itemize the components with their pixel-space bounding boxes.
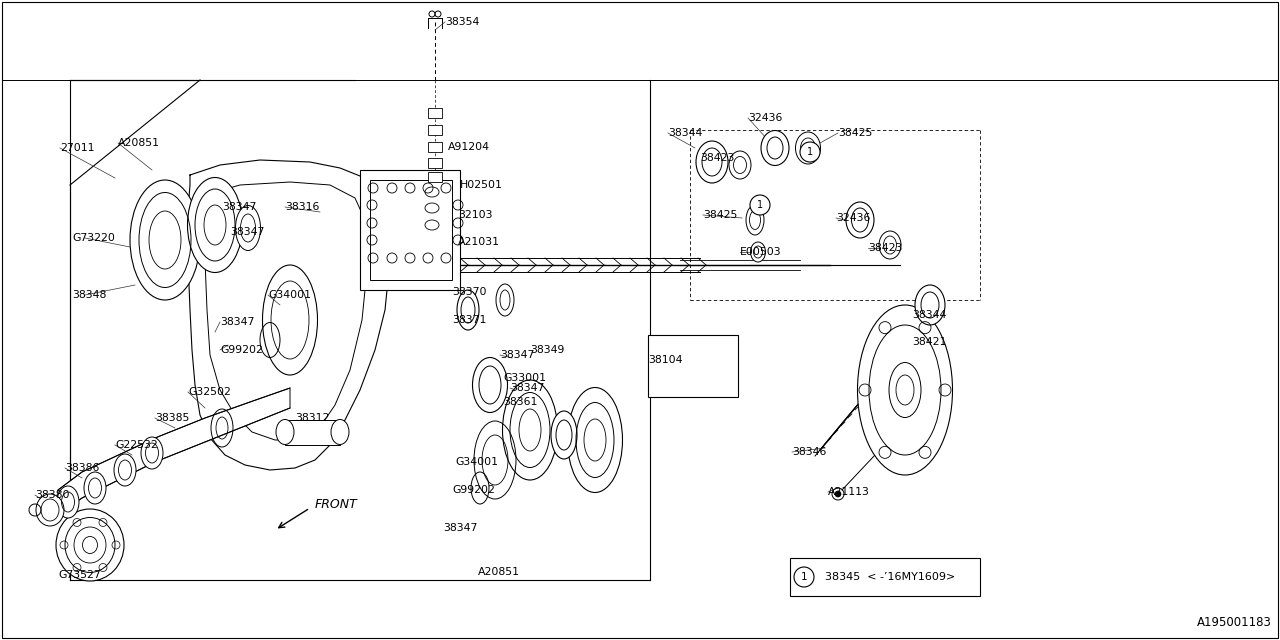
Ellipse shape (472, 358, 507, 413)
Text: 38421: 38421 (911, 337, 946, 347)
Text: H02501: H02501 (460, 180, 503, 190)
Text: 1: 1 (806, 147, 813, 157)
Text: 32103: 32103 (458, 210, 493, 220)
Text: 27011: 27011 (60, 143, 95, 153)
Text: A21031: A21031 (458, 237, 500, 247)
Ellipse shape (750, 242, 765, 262)
Ellipse shape (114, 454, 136, 486)
Text: 1: 1 (801, 572, 808, 582)
Ellipse shape (730, 151, 751, 179)
Ellipse shape (503, 380, 558, 480)
Text: 1: 1 (756, 200, 763, 210)
Text: 38344: 38344 (911, 310, 946, 320)
Bar (428, 142, 442, 152)
Text: 32436: 32436 (748, 113, 782, 123)
Bar (428, 172, 442, 182)
Ellipse shape (425, 203, 439, 213)
Text: 38386: 38386 (65, 463, 100, 473)
Circle shape (794, 567, 814, 587)
Ellipse shape (236, 205, 261, 250)
Circle shape (800, 142, 820, 162)
Text: 38423: 38423 (700, 153, 735, 163)
Bar (428, 158, 442, 168)
Ellipse shape (82, 536, 97, 554)
Bar (360, 170, 460, 290)
Text: 38346: 38346 (792, 447, 827, 457)
Text: G33001: G33001 (503, 373, 547, 383)
Text: 38425: 38425 (838, 128, 873, 138)
Bar (648, 335, 739, 397)
Text: G73220: G73220 (72, 233, 115, 243)
Ellipse shape (746, 205, 764, 235)
Text: 38347: 38347 (500, 350, 534, 360)
Text: 38354: 38354 (445, 17, 480, 27)
Text: 38347: 38347 (221, 202, 256, 212)
Bar (790, 558, 980, 596)
Ellipse shape (141, 437, 163, 469)
Ellipse shape (762, 131, 788, 166)
Text: 38347: 38347 (443, 523, 477, 533)
Text: G99202: G99202 (220, 345, 262, 355)
Ellipse shape (36, 494, 64, 526)
Ellipse shape (187, 177, 242, 273)
Ellipse shape (131, 180, 200, 300)
Ellipse shape (56, 509, 124, 581)
Text: 38348: 38348 (72, 290, 106, 300)
Text: G22532: G22532 (115, 440, 157, 450)
Text: 38347: 38347 (509, 383, 544, 393)
Ellipse shape (425, 187, 439, 197)
Text: E00503: E00503 (740, 247, 782, 257)
Bar (428, 125, 442, 135)
Text: A20851: A20851 (477, 567, 520, 577)
Text: 38371: 38371 (452, 315, 486, 325)
Ellipse shape (879, 231, 901, 259)
Text: G73527: G73527 (58, 570, 101, 580)
Text: 38104: 38104 (648, 355, 682, 365)
Text: G99202: G99202 (452, 485, 495, 495)
Text: 38370: 38370 (452, 287, 486, 297)
Text: A20851: A20851 (118, 138, 160, 148)
Text: FRONT: FRONT (315, 497, 357, 511)
Ellipse shape (332, 419, 349, 445)
Text: G32502: G32502 (188, 387, 230, 397)
Text: 38361: 38361 (503, 397, 538, 407)
Text: 38380: 38380 (35, 490, 69, 500)
Text: 38344: 38344 (668, 128, 703, 138)
Text: G34001: G34001 (454, 457, 498, 467)
Bar (370, 180, 452, 280)
Text: 38423: 38423 (868, 243, 902, 253)
Ellipse shape (550, 411, 577, 459)
Text: 38347: 38347 (220, 317, 255, 327)
Text: 32436: 32436 (836, 213, 870, 223)
Ellipse shape (858, 305, 952, 475)
Ellipse shape (846, 202, 874, 238)
Ellipse shape (696, 141, 728, 183)
Ellipse shape (276, 419, 294, 445)
Ellipse shape (795, 132, 820, 164)
Text: 38349: 38349 (530, 345, 564, 355)
Text: 38345  < -’16MY1609>: 38345 < -’16MY1609> (826, 572, 955, 582)
Text: 38347: 38347 (230, 227, 265, 237)
Polygon shape (58, 388, 291, 515)
Text: A195001183: A195001183 (1197, 616, 1272, 628)
Text: A21113: A21113 (828, 487, 870, 497)
Ellipse shape (915, 285, 945, 325)
Bar (428, 108, 442, 118)
Ellipse shape (425, 220, 439, 230)
Circle shape (750, 195, 771, 215)
Text: A91204: A91204 (448, 142, 490, 152)
Text: G34001: G34001 (268, 290, 311, 300)
Text: 38316: 38316 (285, 202, 320, 212)
Bar (285, 420, 340, 445)
Ellipse shape (84, 472, 106, 504)
Ellipse shape (58, 486, 79, 518)
Text: 38312: 38312 (294, 413, 329, 423)
Text: 38425: 38425 (703, 210, 737, 220)
Ellipse shape (567, 387, 622, 493)
Circle shape (835, 491, 841, 497)
Text: 38385: 38385 (155, 413, 189, 423)
